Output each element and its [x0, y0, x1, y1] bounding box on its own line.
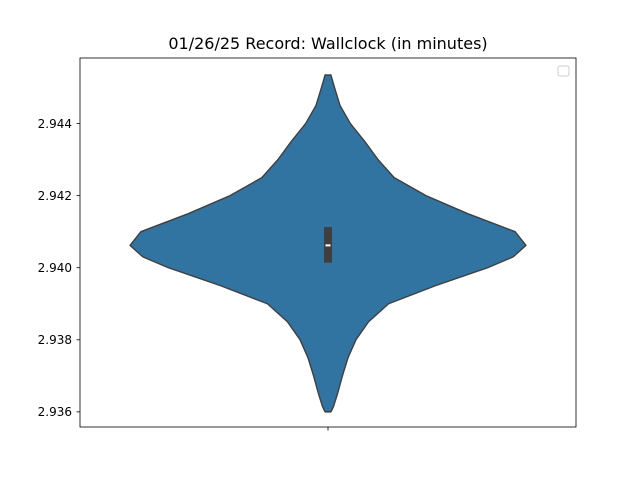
y-tick-label: 2.944: [38, 117, 72, 131]
chart-title: 01/26/25 Record: Wallclock (in minutes): [168, 34, 487, 53]
y-axis: 2.936 2.938 2.940 2.942 2.944: [38, 117, 80, 419]
y-tick-label: 2.942: [38, 189, 72, 203]
legend-box: [557, 65, 570, 77]
plot-area: [129, 74, 527, 413]
y-tick-label: 2.936: [38, 405, 72, 419]
y-tick-label: 2.940: [38, 261, 72, 275]
y-tick-label: 2.938: [38, 333, 72, 347]
axes-frame: [79, 57, 577, 428]
